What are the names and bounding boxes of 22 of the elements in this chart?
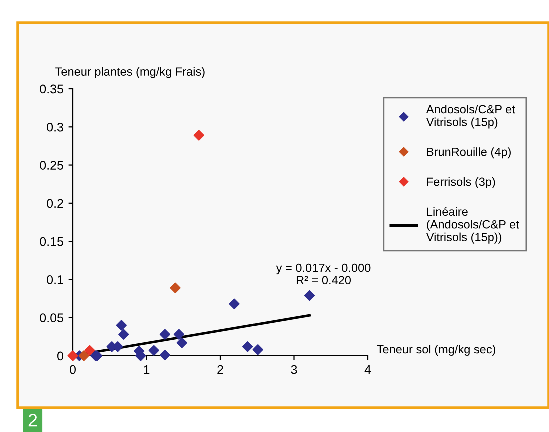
legend-label: Ferrisols (3p): [427, 177, 496, 188]
y-tick-label: 0: [58, 352, 64, 361]
y-axis-title: Teneur plantes (mg/kg Frais): [56, 67, 205, 78]
x-tick-label: 0: [70, 365, 76, 374]
y-tick-label: 0.05: [40, 314, 64, 323]
legend-label: Linéaire (Andosols/C&P et Vitrisols (15p)): [426, 207, 520, 244]
text: 2: [28, 414, 38, 427]
y-tick-label: 0.3: [47, 122, 64, 132]
annotation: R² = 0.420: [296, 276, 352, 285]
x-axis-title: Teneur sol (mg/kg sec): [377, 344, 496, 356]
x-tick-label: 1: [144, 365, 150, 374]
legend-label: Andosols/C&P et Vitrisols (15p): [426, 104, 516, 129]
y-tick-label: 0.25: [40, 161, 64, 170]
annotation: y = 0.017x - 0.000: [276, 264, 371, 275]
x-tick-label: 4: [364, 365, 372, 374]
y-tick-label: 0.15: [40, 237, 64, 246]
legend-label: BrunRouille (4p): [427, 148, 511, 159]
y-tick-label: 0.1: [47, 276, 64, 284]
x-tick-label: 2: [218, 365, 224, 374]
y-tick-label: 0.2: [47, 199, 64, 208]
x-tick-label: 3: [291, 365, 298, 374]
y-tick-label: 0.35: [40, 84, 64, 94]
